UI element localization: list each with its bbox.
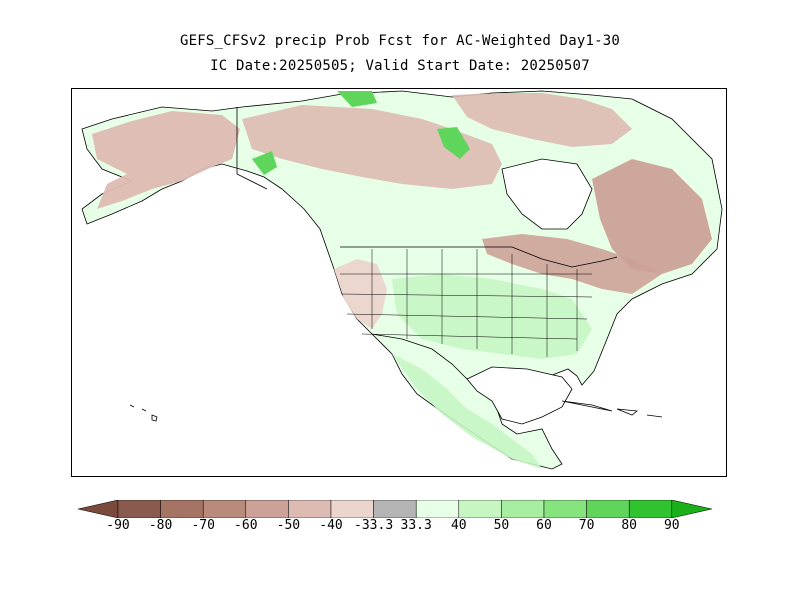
colorbar-swatch [160, 500, 204, 518]
colorbar-tick-label: 60 [536, 518, 552, 533]
colorbar-tick-label: -50 [276, 518, 301, 533]
hawaii-islands [129, 404, 158, 422]
arctic-islands-region [452, 93, 632, 147]
colorbar-tick-label: 50 [493, 518, 510, 533]
colorbar-swatch [586, 500, 630, 518]
us-mexico-border [371, 333, 468, 380]
canada-us-border [340, 246, 618, 268]
colorbar-swatch [628, 500, 673, 518]
colorbar-tick-label: -60 [234, 518, 258, 533]
mexico-region [392, 354, 542, 469]
colorbar-tick-label: -80 [148, 518, 173, 533]
hudson-east-region [592, 159, 712, 274]
colorbar-swatch [415, 500, 460, 518]
state-lines [340, 249, 593, 357]
colorbar-swatch [543, 500, 587, 518]
colorbar-tick-label: -33.3 [354, 518, 394, 533]
colorbar-tick-label: -70 [191, 518, 215, 533]
colorbar-swatch [458, 500, 502, 518]
chart-title: GEFS_CFSv2 precip Prob Fcst for AC-Weigh… [179, 33, 621, 49]
colorbar-tick-label: 70 [578, 518, 595, 533]
alaska-canada-border [236, 107, 268, 190]
map-panel [71, 88, 727, 477]
nunavut-green-region [437, 127, 470, 159]
colorbar-swatch [245, 500, 289, 518]
caribbean-islands [561, 400, 663, 418]
hudson-bay [501, 158, 593, 230]
colorbar-swatch [117, 500, 161, 518]
gulf-of-mexico [466, 366, 573, 425]
arctic-green-region [337, 91, 377, 107]
north-america-map [81, 90, 723, 470]
colorbar-swatch [202, 500, 247, 518]
chart-subtitle: IC Date:20250505; Valid Start Date: 2025… [210, 58, 590, 74]
colorbar-tick-label: -40 [319, 518, 343, 533]
colorbar-tick-label: 40 [450, 518, 467, 533]
colorbar-tick-label: 80 [621, 518, 638, 533]
colorbar-swatch [373, 500, 417, 518]
colorbar-swatch [501, 500, 545, 518]
colorbar [78, 500, 712, 518]
northern-canada-region [242, 105, 502, 189]
colorbar-tick-label: -90 [106, 518, 130, 533]
colorbar-arrow-above [671, 500, 712, 518]
yukon-bc-green-region [252, 151, 277, 175]
alaska-region [92, 111, 240, 209]
colorbar-tick-label: 90 [663, 518, 680, 533]
great-lakes-quebec-region [482, 234, 662, 294]
colorbar-arrow-below [78, 500, 119, 518]
colorbar-swatch [330, 500, 374, 518]
colorbar-tick-label: 33.3 [400, 518, 432, 533]
colorbar-swatch [288, 500, 332, 518]
